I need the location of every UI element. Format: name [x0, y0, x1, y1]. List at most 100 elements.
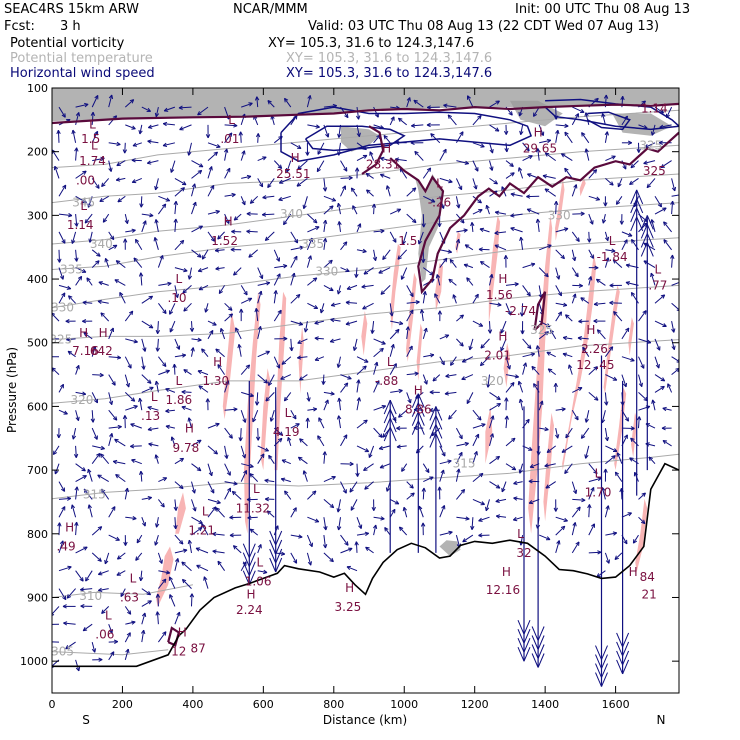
wind-vector-shaft: [290, 409, 297, 420]
wind-vector: [187, 142, 192, 156]
wind-vector-head: [345, 301, 350, 305]
wind-vector: [503, 255, 509, 268]
wind-vector-head: [173, 218, 177, 223]
wind-vector-head: [163, 107, 168, 112]
wind-vector: [217, 231, 225, 240]
wind-vector-shaft: [290, 534, 303, 538]
wind-vector-head: [199, 225, 204, 230]
wind-vector-head: [364, 531, 369, 534]
wind-vector-shaft: [306, 95, 311, 108]
wind-vector-head: [579, 387, 583, 392]
wind-vector-head: [636, 416, 640, 421]
wind-vector: [197, 106, 209, 116]
wind-vector-head: [99, 526, 103, 531]
wind-vector: [646, 178, 656, 189]
high-low-label: 12: [171, 645, 186, 659]
wind-vector-head: [111, 400, 114, 405]
wind-vector-head: [267, 100, 272, 103]
wind-vector-head: [243, 292, 248, 296]
wind-vector-shaft: [650, 272, 656, 286]
wind-vector: [207, 231, 216, 242]
wind-vector-head: [640, 365, 645, 369]
y-tick-label: 200: [27, 146, 48, 159]
wind-vector-head: [267, 183, 269, 188]
wind-vector-shaft: [414, 150, 424, 161]
wind-shade-region: [222, 310, 236, 420]
wind-vector-head: [646, 183, 649, 188]
wind-vector-head: [479, 209, 483, 214]
wind-vector-head: [229, 534, 234, 538]
wind-vector-head: [519, 469, 523, 474]
wind-vector-shaft: [671, 356, 679, 362]
wind-vector-head: [307, 561, 312, 566]
wind-vector-head: [68, 212, 73, 217]
wind-vector: [494, 230, 507, 236]
wind-vector-shaft: [271, 115, 275, 126]
wind-vector: [207, 506, 217, 518]
wind-vector-head: [544, 429, 549, 432]
wind-vector-head: [76, 486, 79, 491]
wind-vector-head: [263, 569, 268, 573]
wind-vector-shaft: [455, 534, 461, 548]
high-low-label: L: [228, 113, 235, 127]
wind-vector-head: [430, 133, 435, 136]
wind-vector: [290, 294, 301, 304]
wind-vector-shaft: [401, 267, 408, 280]
wind-vector: [124, 213, 129, 225]
wind-vector-shaft: [157, 303, 167, 314]
wind-vector-shaft: [447, 114, 457, 126]
wind-vector-head: [75, 453, 79, 458]
wind-vector-head: [478, 535, 483, 538]
wind-vector-head: [329, 506, 334, 509]
wind-vector-head: [585, 112, 589, 117]
wind-vector-shaft: [406, 372, 419, 376]
wind-vector-head: [84, 220, 90, 224]
wind-vector: [82, 319, 93, 324]
wind-vector-head: [276, 365, 280, 369]
wind-vector-head: [448, 181, 453, 184]
wind-vector: [154, 178, 159, 191]
wind-vector-head: [139, 397, 143, 402]
wind-vector-head: [254, 401, 258, 406]
wind-vector-head: [72, 129, 76, 134]
wind-vector-shaft: [116, 177, 126, 181]
wind-vector-head: [295, 294, 301, 297]
wind-vector-head: [228, 308, 233, 311]
wind-vector: [71, 129, 77, 143]
wind-vector-shaft: [340, 160, 348, 172]
wind-vector-head: [396, 444, 401, 448]
wind-vector: [254, 96, 260, 108]
wind-vector-head: [480, 363, 485, 367]
high-low-label: 4.19: [273, 425, 300, 439]
wind-vector-shaft: [290, 423, 300, 429]
wind-vector-head: [397, 117, 401, 123]
wind-vector-shaft: [307, 213, 318, 224]
wind-vector-shaft: [398, 409, 408, 418]
wind-vector-head: [410, 140, 415, 144]
wind-vector-shaft: [671, 201, 674, 215]
wind-vector-head: [563, 302, 568, 306]
wind-vector-head: [147, 406, 152, 408]
wind-vector-shaft: [256, 96, 259, 108]
wind-vector-head: [281, 477, 286, 480]
wind-vector-shaft: [456, 229, 468, 233]
wind-vector-shaft: [630, 292, 639, 304]
wind-vector-shaft: [510, 213, 523, 217]
wind-vector-head: [363, 270, 367, 275]
wind-vector: [205, 398, 210, 411]
wind-vector: [489, 100, 500, 108]
wind-vector: [239, 308, 244, 322]
wind-vector-head: [631, 239, 633, 244]
wind-vector-head: [154, 380, 157, 386]
wind-vector-head: [546, 448, 550, 453]
wind-vector: [314, 336, 324, 341]
wind-vector-head: [643, 260, 647, 265]
wind-vector: [349, 481, 358, 493]
wind-vector-shaft: [406, 301, 420, 304]
high-low-label: 2.26: [581, 342, 608, 356]
wind-vector: [505, 374, 520, 379]
wind-vector-shaft: [539, 534, 551, 541]
wind-vector-head: [392, 239, 397, 243]
wind-vector-head: [641, 492, 646, 495]
wind-vector-shaft: [340, 547, 353, 554]
